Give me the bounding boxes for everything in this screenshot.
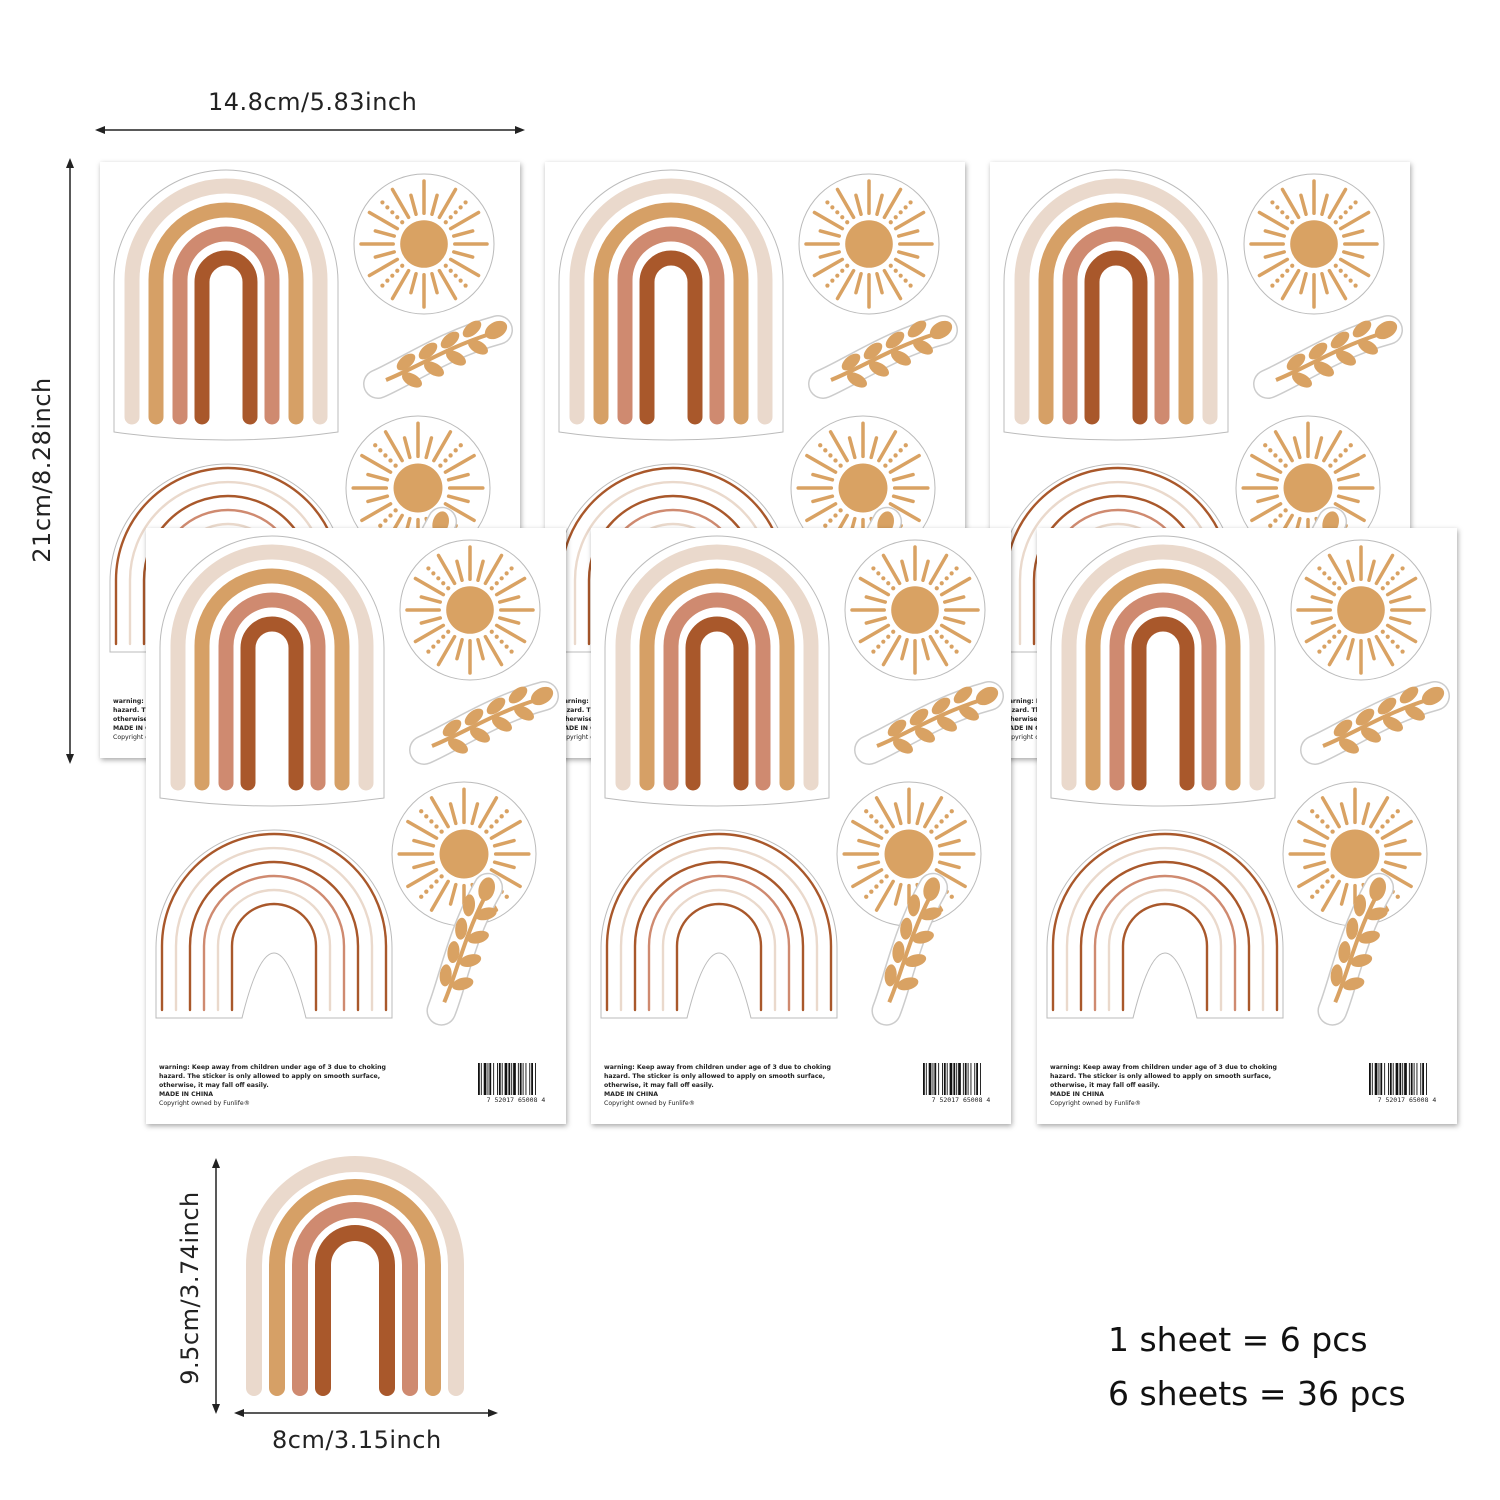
barcode: 7 52017 65008 4 — [474, 1063, 558, 1107]
sheet-height-label: 21cm/8.28inch — [28, 377, 56, 563]
sheet-artwork — [600, 535, 1004, 1026]
barcode: 7 52017 65008 4 — [1365, 1063, 1449, 1107]
single-rainbow-sticker — [246, 1156, 464, 1396]
sticker-sheet: warning: Keep away from children under a… — [1037, 528, 1457, 1124]
summary-total: 6 sheets = 36 pcs — [1108, 1374, 1406, 1413]
sheet-warning-text: warning: Keep away from children under a… — [604, 1064, 831, 1107]
sheet-height-arrow — [66, 158, 74, 764]
barcode-number: 7 52017 65008 4 — [1377, 1096, 1437, 1104]
sheet-warning-text: warning: Keep away from children under a… — [159, 1064, 386, 1107]
barcode-number: 7 52017 65008 4 — [931, 1096, 991, 1104]
rainbow-height-arrow — [212, 1158, 220, 1414]
barcode-bars — [1369, 1063, 1427, 1095]
sheet-width-label: 14.8cm/5.83inch — [208, 88, 418, 116]
rainbow-width-arrow — [234, 1409, 498, 1417]
rainbow-height-label: 9.5cm/3.74inch — [176, 1191, 204, 1385]
barcode-number: 7 52017 65008 4 — [486, 1096, 546, 1104]
sheet-width-arrow — [95, 126, 525, 134]
barcode-bars — [478, 1063, 536, 1095]
sticker-sheet: warning: Keep away from children under a… — [146, 528, 566, 1124]
barcode-bars — [923, 1063, 981, 1095]
sticker-sheet: warning: Keep away from children under a… — [591, 528, 1011, 1124]
sheet-artwork — [155, 535, 559, 1026]
rainbow-width-label: 8cm/3.15inch — [272, 1426, 442, 1454]
sheet-artwork — [1046, 535, 1450, 1026]
barcode: 7 52017 65008 4 — [919, 1063, 1003, 1107]
summary-per-sheet: 1 sheet = 6 pcs — [1108, 1320, 1368, 1359]
sheet-warning-text: warning: Keep away from children under a… — [1050, 1064, 1277, 1107]
